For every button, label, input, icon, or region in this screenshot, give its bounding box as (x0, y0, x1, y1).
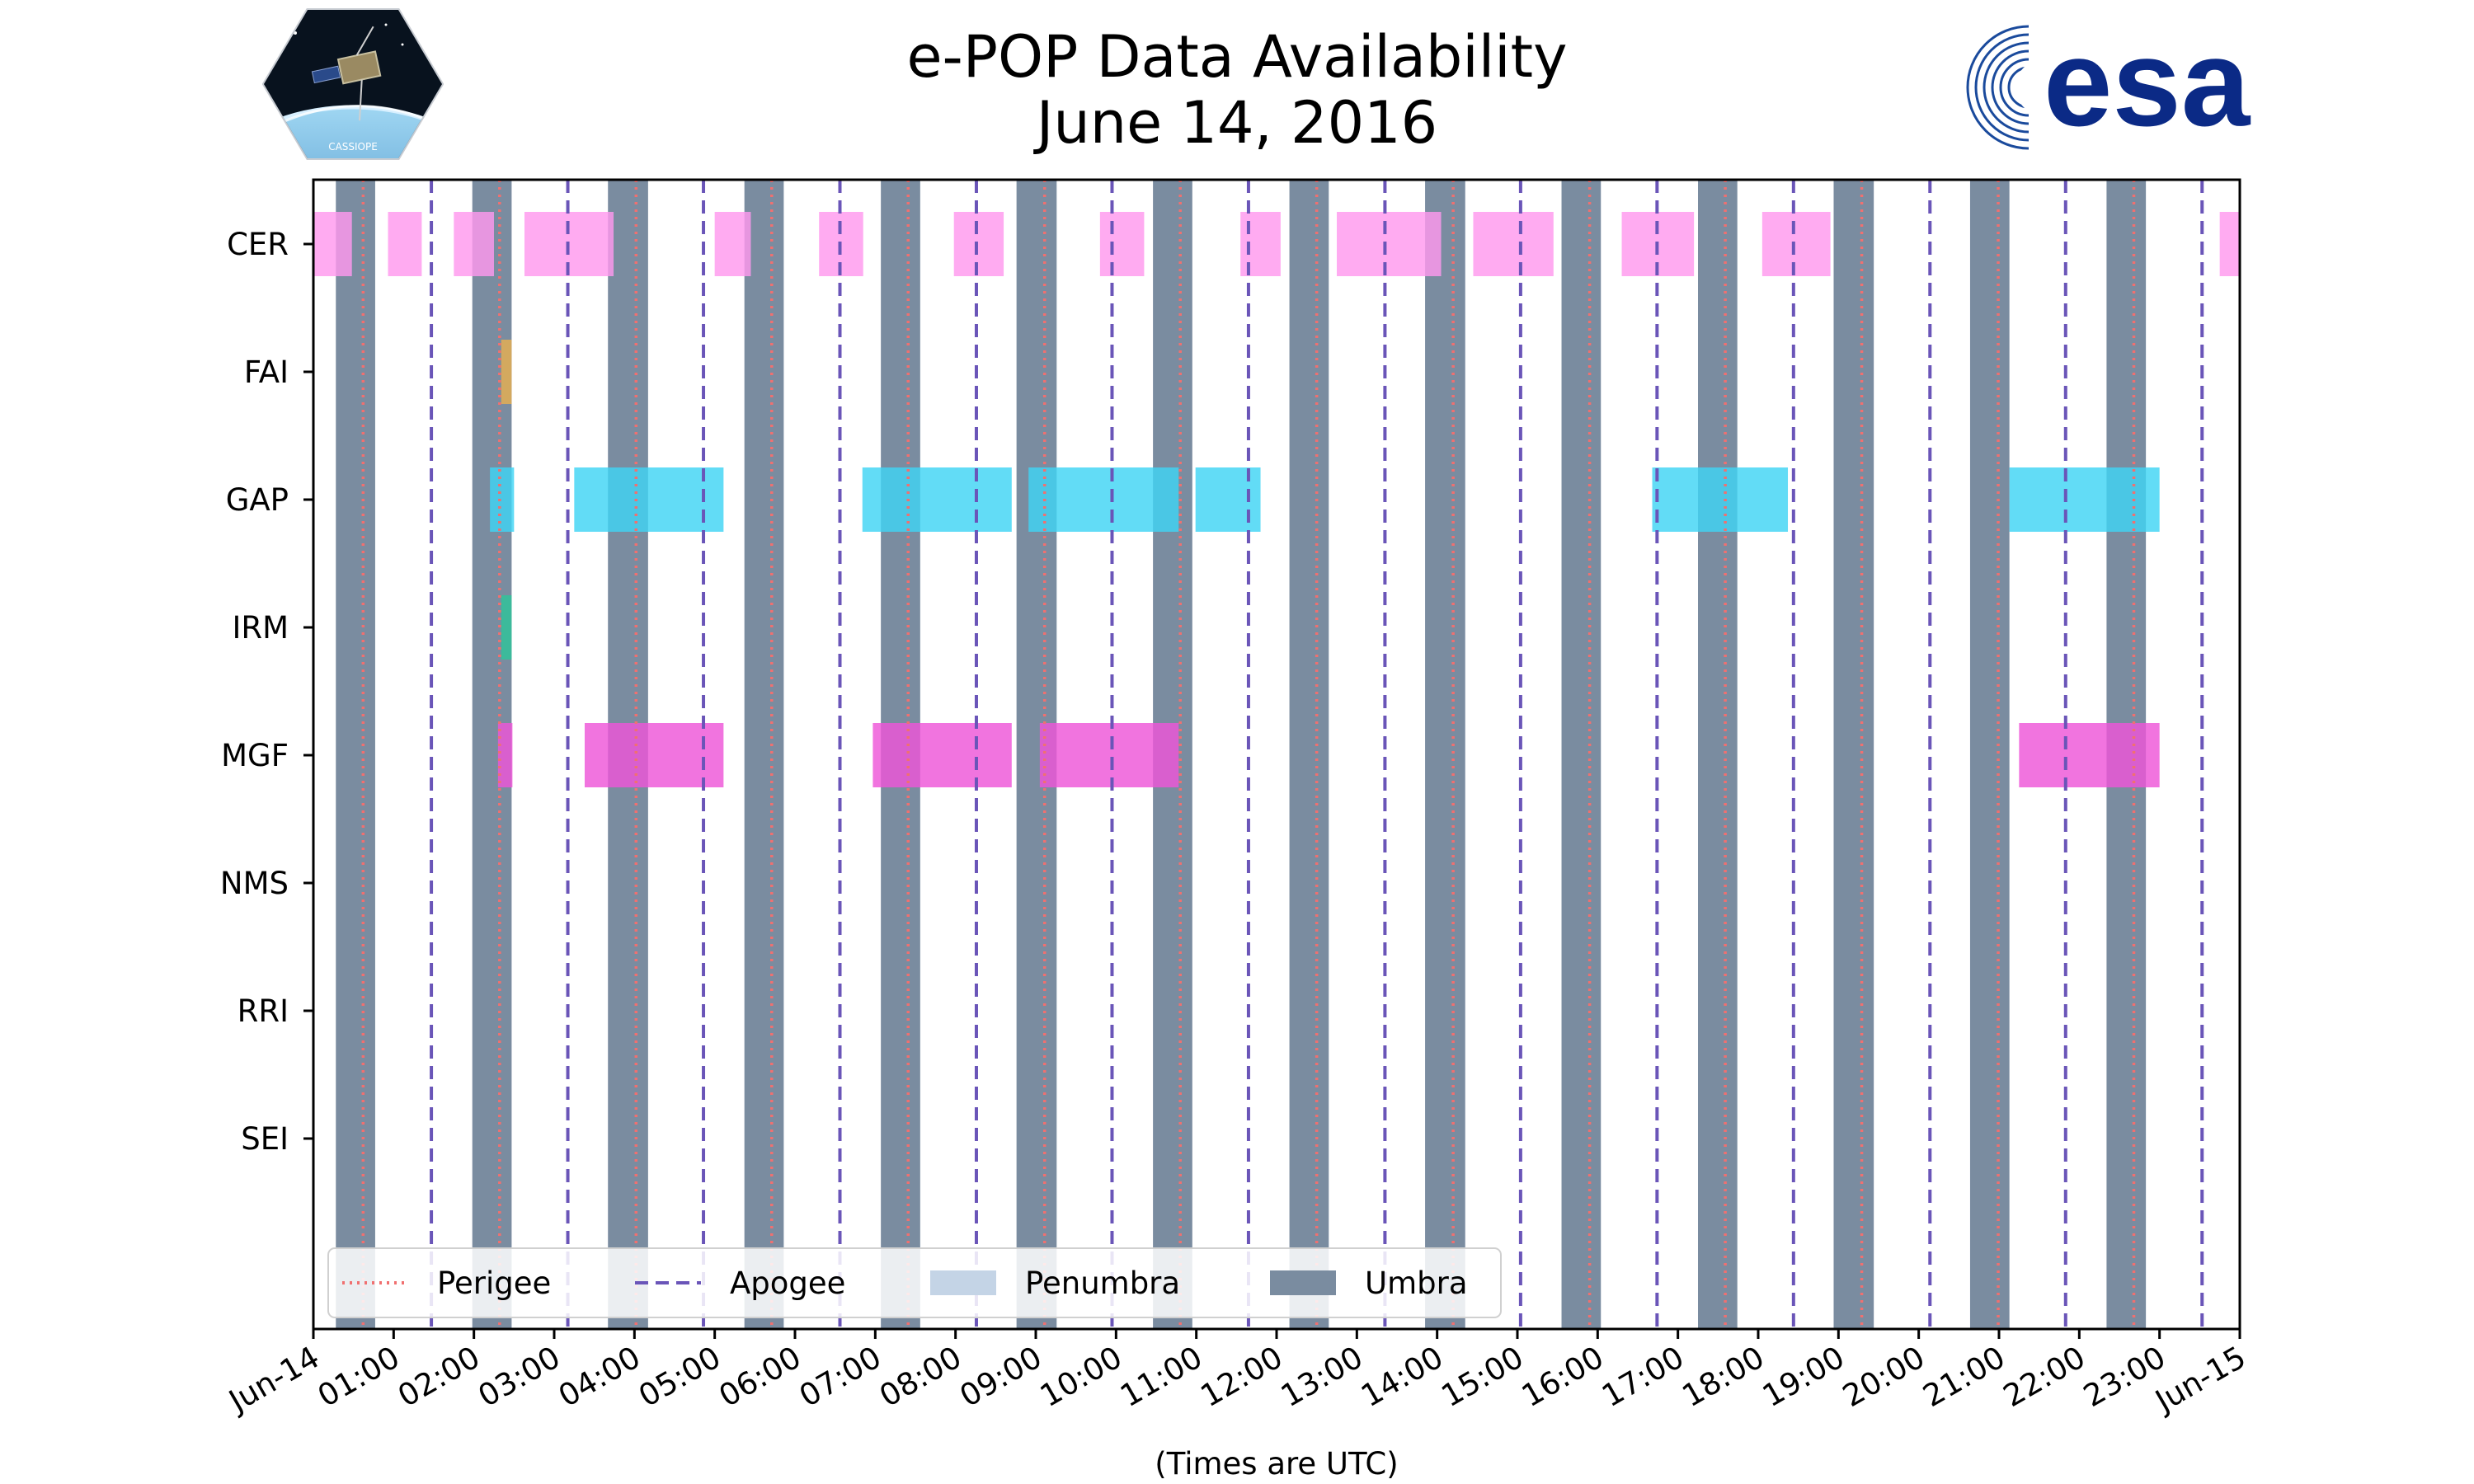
legend-label-umbra: Umbra (1365, 1266, 1468, 1301)
availability-bar-gap (862, 467, 1012, 532)
availability-bar-fai (501, 340, 512, 404)
legend-label-apogee: Apogee (730, 1266, 845, 1301)
legend-label-penumbra: Penumbra (1025, 1266, 1180, 1301)
availability-bar-gap (2009, 467, 2160, 532)
y-tick-label: RRI (238, 993, 289, 1029)
availability-bar-mgf (584, 723, 724, 787)
availability-bar-gap (1195, 467, 1261, 532)
cassiope-mission-logo: CASSIOPE (261, 8, 444, 160)
umbra-band (336, 180, 375, 1329)
umbra-band (744, 180, 784, 1329)
availability-bar-mgf (2019, 723, 2160, 787)
x-tick-label: 16:00 (1516, 1340, 1610, 1415)
x-tick-label: 08:00 (873, 1340, 967, 1415)
availability-bar-irm (501, 595, 512, 660)
availability-bar-cer (313, 212, 352, 276)
umbra-band (1289, 180, 1329, 1329)
availability-bar-cer (388, 212, 422, 276)
umbra-band (1698, 180, 1738, 1329)
y-tick-label: MGF (221, 738, 289, 773)
availability-bar-cer (1337, 212, 1442, 276)
x-tick-label: 20:00 (1837, 1340, 1931, 1415)
x-tick-label: 07:00 (793, 1340, 887, 1415)
x-tick-label: 21:00 (1917, 1340, 2011, 1415)
availability-bar-mgf (1039, 723, 1179, 787)
availability-bar-cer (2219, 212, 2240, 276)
x-tick-label: Jun-15 (2148, 1340, 2252, 1420)
availability-bar-cer (454, 212, 494, 276)
y-tick-label: GAP (226, 482, 289, 518)
availability-bar-gap (574, 467, 724, 532)
x-tick-label: 22:00 (1997, 1340, 2091, 1415)
chart-title-line1: e-POP Data Availability (906, 23, 1568, 91)
availability-bar-cer (953, 212, 1004, 276)
y-tick-label: IRM (232, 610, 289, 646)
x-tick-label: 09:00 (954, 1340, 1048, 1415)
x-tick-label: Jun-14 (222, 1340, 326, 1420)
x-tick-label: 02:00 (392, 1340, 486, 1415)
x-tick-label: 17:00 (1596, 1340, 1690, 1415)
x-tick-label: 15:00 (1436, 1340, 1530, 1415)
x-axis-label: (Times are UTC) (1155, 1446, 1398, 1482)
umbra-band (1969, 180, 2010, 1329)
availability-bar-gap (1028, 467, 1179, 532)
availability-bar-cer (1473, 212, 1554, 276)
legend-label-perigee: Perigee (437, 1266, 551, 1301)
x-tick-label: 04:00 (553, 1340, 647, 1415)
availability-bar-gap (490, 467, 515, 532)
legend: Perigee Apogee Penumbra Umbra (327, 1247, 1502, 1318)
x-tick-label: 14:00 (1355, 1340, 1449, 1415)
esa-logo: esa (1953, 13, 2307, 153)
x-tick-label: 10:00 (1034, 1340, 1128, 1415)
esa-logo-text: esa (2044, 21, 2251, 152)
availability-bar-cer (1099, 212, 1145, 276)
cassiope-logo-text: CASSIOPE (328, 141, 378, 153)
y-tick-label: SEI (241, 1121, 289, 1157)
chart-title-line2: June 14, 2016 (1036, 89, 1438, 157)
umbra-band (1425, 180, 1465, 1329)
y-tick-label: CER (227, 227, 289, 262)
x-tick-label: 11:00 (1114, 1340, 1208, 1415)
x-tick-label: 03:00 (473, 1340, 567, 1415)
legend-umbra-swatch (1270, 1270, 1336, 1295)
x-tick-label: 01:00 (312, 1340, 406, 1415)
availability-bar-cer (1761, 212, 1831, 276)
y-tick-label: FAI (244, 355, 289, 390)
x-tick-label: 13:00 (1275, 1340, 1369, 1415)
x-tick-label: 12:00 (1195, 1340, 1289, 1415)
y-tick-label: NMS (220, 866, 289, 901)
x-tick-label: 18:00 (1677, 1340, 1771, 1415)
availability-bar-layer (313, 212, 2240, 787)
availability-bar-cer (1240, 212, 1281, 276)
x-tick-label: 05:00 (633, 1340, 727, 1415)
x-tick-label: 06:00 (713, 1340, 807, 1415)
legend-box (327, 1247, 1502, 1318)
umbra-band (1561, 180, 1602, 1329)
umbra-band (1833, 180, 1874, 1329)
availability-bar-gap (1652, 467, 1789, 532)
availability-bar-mgf (497, 723, 513, 787)
availability-bar-mgf (872, 723, 1012, 787)
orbit-marker-layer (361, 180, 2204, 1329)
legend-penumbra-swatch (930, 1270, 996, 1295)
x-tick-label: 19:00 (1757, 1340, 1851, 1415)
availability-bar-cer (714, 212, 751, 276)
